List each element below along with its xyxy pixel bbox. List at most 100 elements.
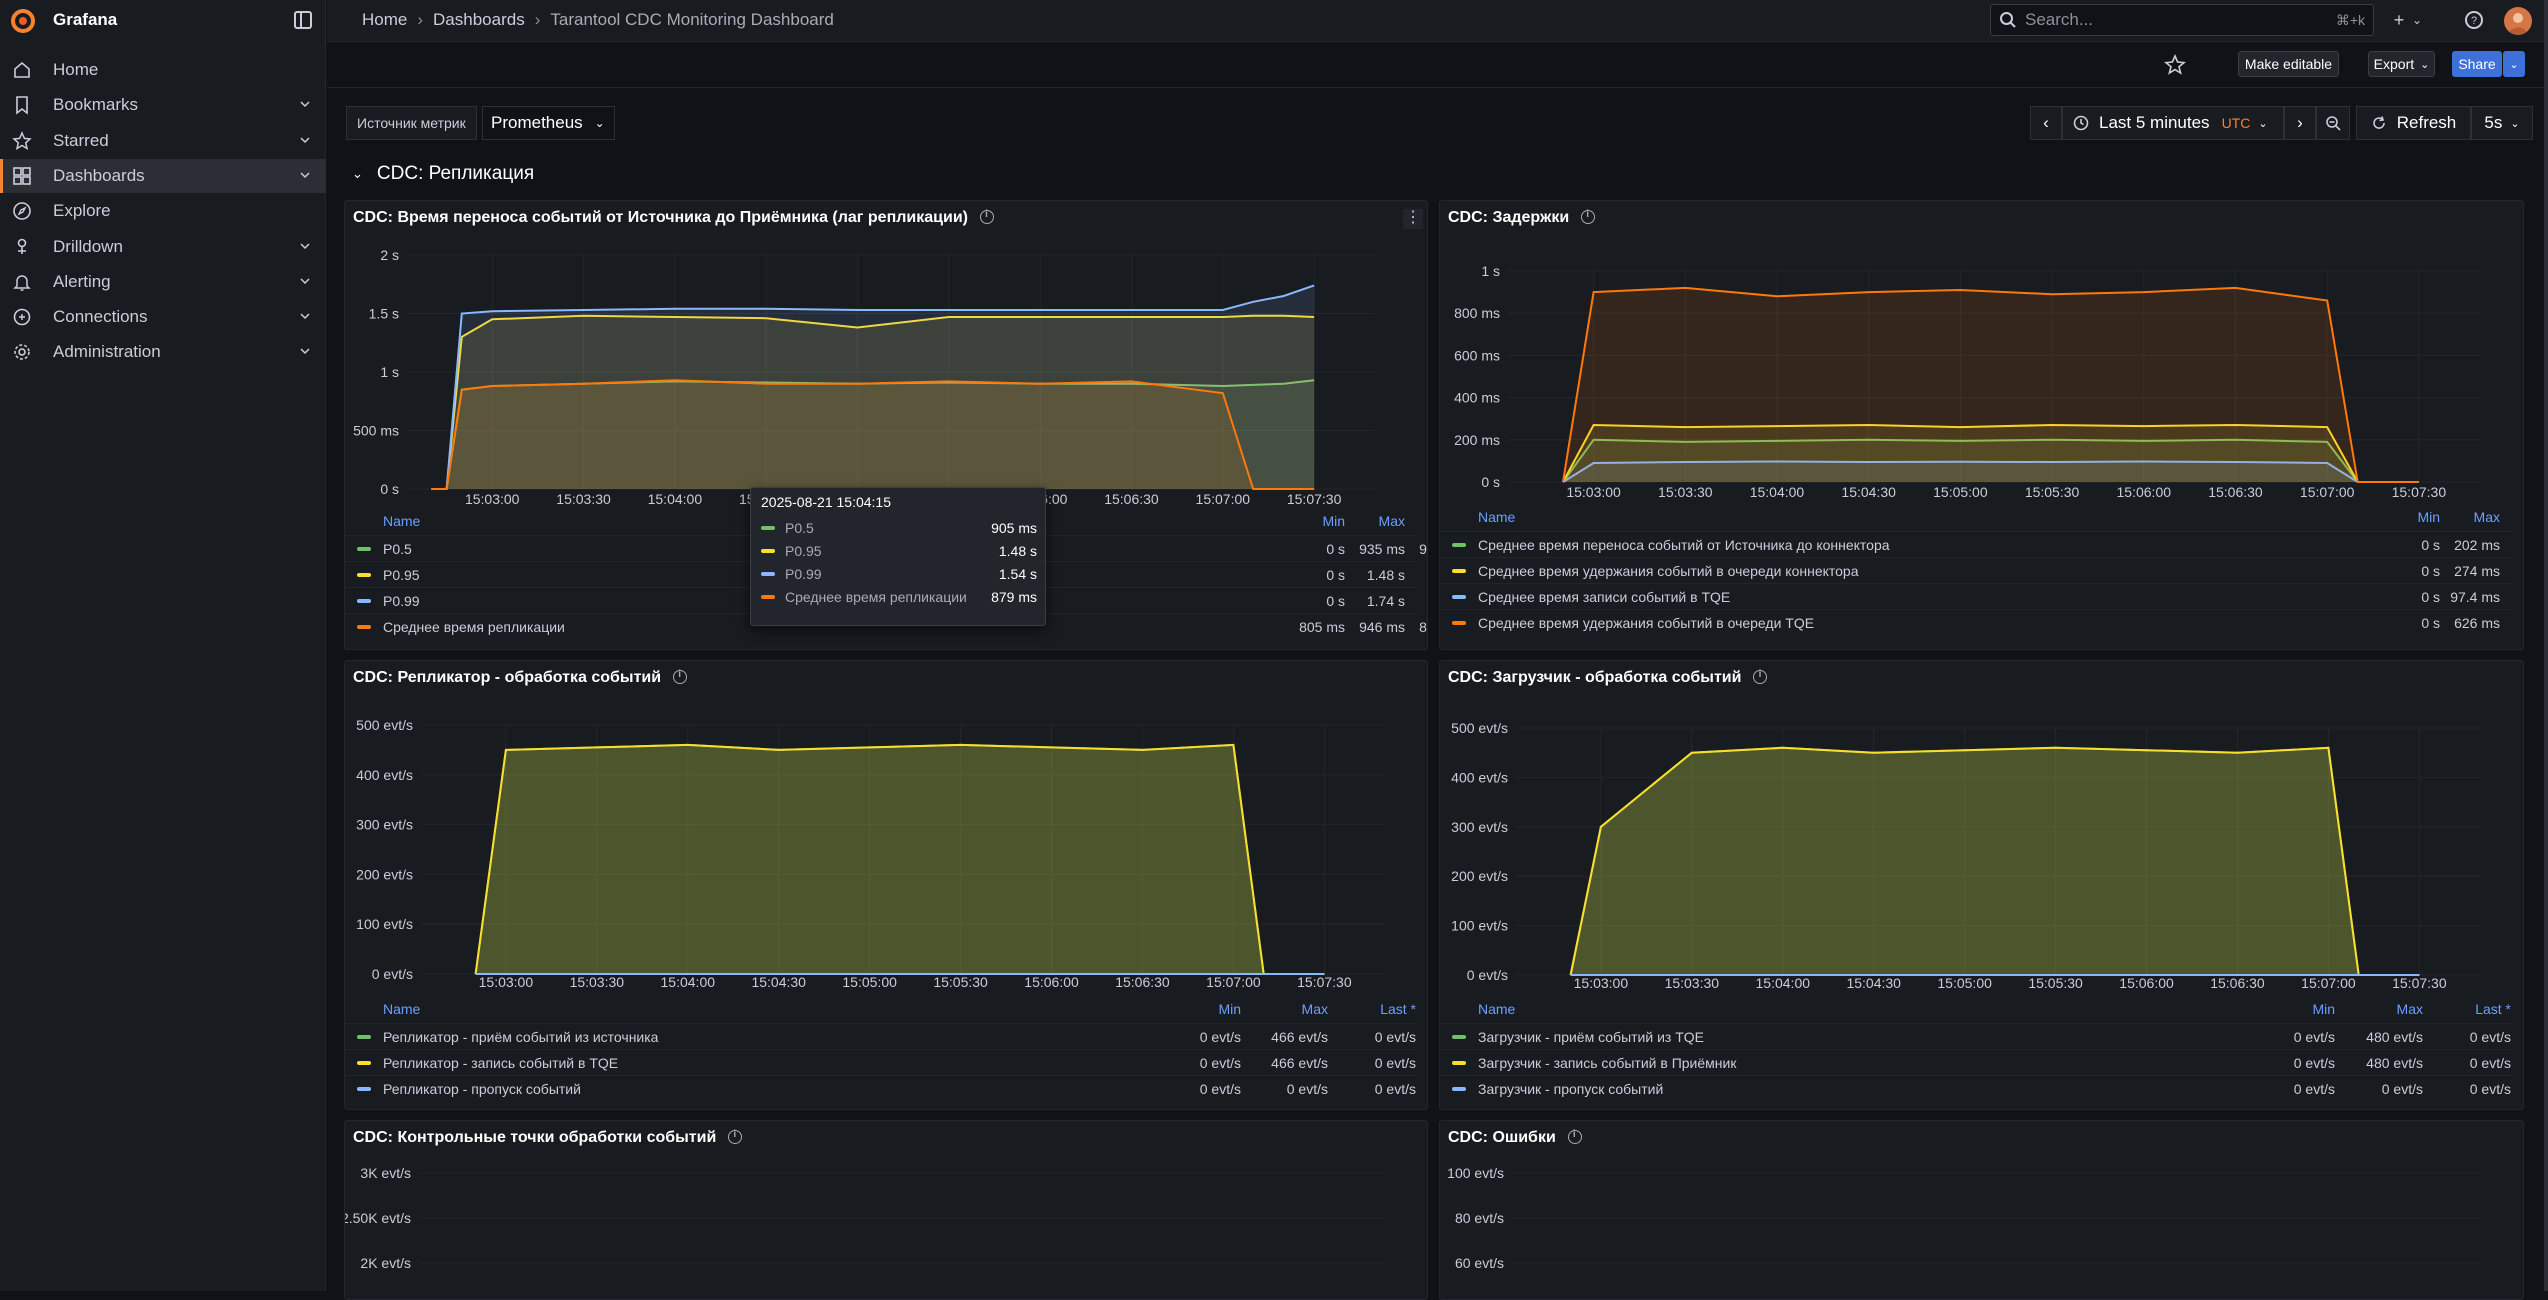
chevron-down-icon[interactable] [300, 311, 310, 321]
chart-canvas[interactable]: 1 s 800 ms 600 ms 400 ms 200 ms 0 s 15:03:00 15… [1440, 201, 2524, 650]
help-icon[interactable]: ? [2464, 10, 2484, 30]
legend-col-name[interactable]: Name [1478, 1001, 1516, 1017]
panel-menu-icon[interactable]: ⋮ [1403, 209, 1423, 229]
refresh-interval-select[interactable]: 5s ⌄ [2471, 106, 2533, 140]
time-forward-button[interactable]: › [2284, 106, 2316, 140]
legend-col-min[interactable]: Min [2312, 1001, 2335, 1017]
legend-col-last[interactable]: Last * [1380, 1001, 1416, 1017]
time-range-picker[interactable]: Last 5 minutes UTC ⌄ [2062, 106, 2284, 140]
panel-5[interactable]: CDC: Контрольные точки обработки событий… [344, 1120, 1428, 1300]
info-icon[interactable] [1581, 209, 1596, 224]
info-icon[interactable] [1567, 1129, 1582, 1144]
series-color-swatch [357, 1087, 371, 1091]
legend-row[interactable]: Среднее время записи событий в TQE 0 s 97.… [1440, 583, 2513, 609]
zoom-out-button[interactable] [2316, 106, 2350, 140]
x-tick-label: 15:04:30 [1841, 484, 1896, 500]
legend-row[interactable]: Загрузчик - приём событий из TQE 0 evt/s 4… [1440, 1023, 2513, 1049]
legend-row[interactable]: Репликатор - приём событий из источника 0… [345, 1023, 1417, 1049]
series-line[interactable] [1562, 286, 2419, 483]
legend-series-name: Загрузчик - пропуск событий [1478, 1081, 1664, 1097]
legend-col-max[interactable]: Max [1301, 1001, 1328, 1017]
x-tick-label: 15:06:30 [2210, 975, 2265, 991]
info-icon[interactable] [979, 209, 994, 224]
sidebar-item-drilldown[interactable]: Drilldown [0, 230, 326, 264]
series-line[interactable] [431, 379, 1315, 490]
breadcrumb-dashboards[interactable]: Dashboards [433, 10, 525, 29]
info-icon[interactable] [728, 1129, 743, 1144]
refresh-button[interactable]: Refresh [2356, 106, 2471, 140]
legend-col-min[interactable]: Min [1218, 1001, 1241, 1017]
sidebar-item-connections[interactable]: Connections [0, 300, 326, 334]
legend-col-max[interactable]: Max [1378, 513, 1405, 529]
user-avatar[interactable] [2504, 7, 2532, 35]
panel-6[interactable]: CDC: Ошибки 100 evt/s 80 evt/s 60 evt/s [1439, 1120, 2524, 1300]
make-editable-button[interactable]: Make editable [2238, 51, 2339, 77]
chevron-down-icon[interactable] [300, 170, 310, 180]
breadcrumb-home[interactable]: Home [362, 10, 408, 29]
scrollbar[interactable] [2544, 0, 2548, 1291]
chevron-down-icon[interactable] [300, 276, 310, 286]
chevron-down-icon[interactable] [300, 135, 310, 145]
sidebar-item-administration[interactable]: Administration [0, 335, 326, 369]
chevron-down-icon[interactable] [300, 346, 310, 356]
series-line[interactable] [431, 314, 1315, 490]
info-icon[interactable] [673, 669, 688, 684]
chart-canvas[interactable]: 3K evt/s 2.50K evt/s 2K evt/s [345, 1121, 1428, 1300]
legend-row[interactable]: Среднее время репликации 805 ms 946 ms 810 … [345, 613, 1427, 639]
chevron-down-icon[interactable] [300, 241, 310, 251]
grafana-logo-icon[interactable] [10, 8, 36, 34]
legend-row[interactable]: Среднее время удержания событий в очеред… [1440, 609, 2513, 635]
legend-row[interactable]: Среднее время удержания событий в очеред… [1440, 557, 2513, 583]
share-button[interactable]: Share [2452, 51, 2502, 77]
legend-col-max[interactable]: Max [2473, 509, 2500, 525]
share-dropdown-button[interactable]: ⌄ [2503, 51, 2525, 77]
search-placeholder: Search... [2025, 10, 2094, 29]
legend-row[interactable]: Загрузчик - запись событий в Приёмник 0 e… [1440, 1049, 2513, 1075]
sidebar-item-dashboards[interactable]: Dashboards [0, 158, 326, 193]
legend-col-name[interactable]: Name [383, 1001, 421, 1017]
legend-col-last[interactable]: Last * [2475, 1001, 2511, 1017]
series-line[interactable] [1562, 438, 2419, 483]
series-line[interactable] [474, 743, 1325, 975]
legend-row[interactable]: Среднее время переноса событий от Источн… [1440, 531, 2513, 557]
chevron-down-icon[interactable] [300, 99, 310, 109]
chevron-down-icon[interactable]: ⌄ [2411, 13, 2423, 27]
sidebar-item-label: Bookmarks [53, 95, 139, 115]
info-icon[interactable] [1753, 669, 1768, 684]
search-input[interactable]: Search... ⌘+k [1990, 4, 2374, 36]
series-color-swatch [357, 1061, 371, 1065]
chart-canvas[interactable]: 500 evt/s 400 evt/s 300 evt/s 200 evt/s 100 … [345, 661, 1428, 1110]
sidebar-item-starred[interactable]: Starred [0, 124, 326, 158]
legend-col-name[interactable]: Name [383, 513, 421, 529]
sidebar-item-home[interactable]: Home [0, 53, 326, 87]
series-line[interactable] [1562, 423, 2419, 483]
series-line[interactable] [431, 284, 1315, 490]
time-back-button[interactable]: ‹ [2030, 106, 2062, 140]
legend-col-max[interactable]: Max [2396, 1001, 2423, 1017]
sidebar-item-bookmarks[interactable]: Bookmarks [0, 88, 326, 122]
chevron-right-icon: › [2297, 113, 2303, 132]
dock-menu-icon[interactable] [294, 11, 312, 29]
legend-col-name[interactable]: Name [1478, 509, 1516, 525]
datasource-select[interactable]: Prometheus ⌄ [482, 106, 615, 140]
panel-3[interactable]: CDC: Репликатор - обработка событий500 e… [344, 660, 1428, 1110]
sidebar-item-explore[interactable]: Explore [0, 194, 326, 228]
legend-col-min[interactable]: Min [1322, 513, 1345, 529]
add-icon[interactable]: + [2393, 10, 2405, 30]
series-line[interactable] [1562, 460, 2419, 483]
export-button[interactable]: Export ⌄ [2368, 51, 2435, 77]
panel-2[interactable]: CDC: Задержки 1 s 800 ms 600 ms 400 ms 200 ms… [1439, 200, 2524, 650]
sidebar-item-alerting[interactable]: Alerting [0, 265, 326, 299]
legend-row[interactable]: Репликатор - пропуск событий 0 evt/s 0 evt… [345, 1075, 1417, 1101]
plug-icon [13, 308, 31, 326]
chart-canvas[interactable]: 100 evt/s 80 evt/s 60 evt/s [1440, 1121, 2524, 1300]
legend-row[interactable]: Репликатор - запись событий в TQE 0 evt/s… [345, 1049, 1417, 1075]
star-icon[interactable] [2164, 54, 2186, 76]
legend-row[interactable]: Загрузчик - пропуск событий 0 evt/s 0 evt/… [1440, 1075, 2513, 1101]
legend-col-min[interactable]: Min [2417, 509, 2440, 525]
row-header[interactable]: ⌄ CDC: Репликация [352, 163, 534, 185]
panel-4[interactable]: CDC: Загрузчик - обработка событий500 ev… [1439, 660, 2524, 1110]
chart-canvas[interactable]: 2 s 1.5 s 1 s 500 ms 0 s 15:03:00 15:03:30 15:0… [345, 201, 1428, 650]
chart-canvas[interactable]: 500 evt/s 400 evt/s 300 evt/s 200 evt/s 100 … [1440, 661, 2524, 1110]
series-line[interactable] [1569, 746, 2420, 976]
